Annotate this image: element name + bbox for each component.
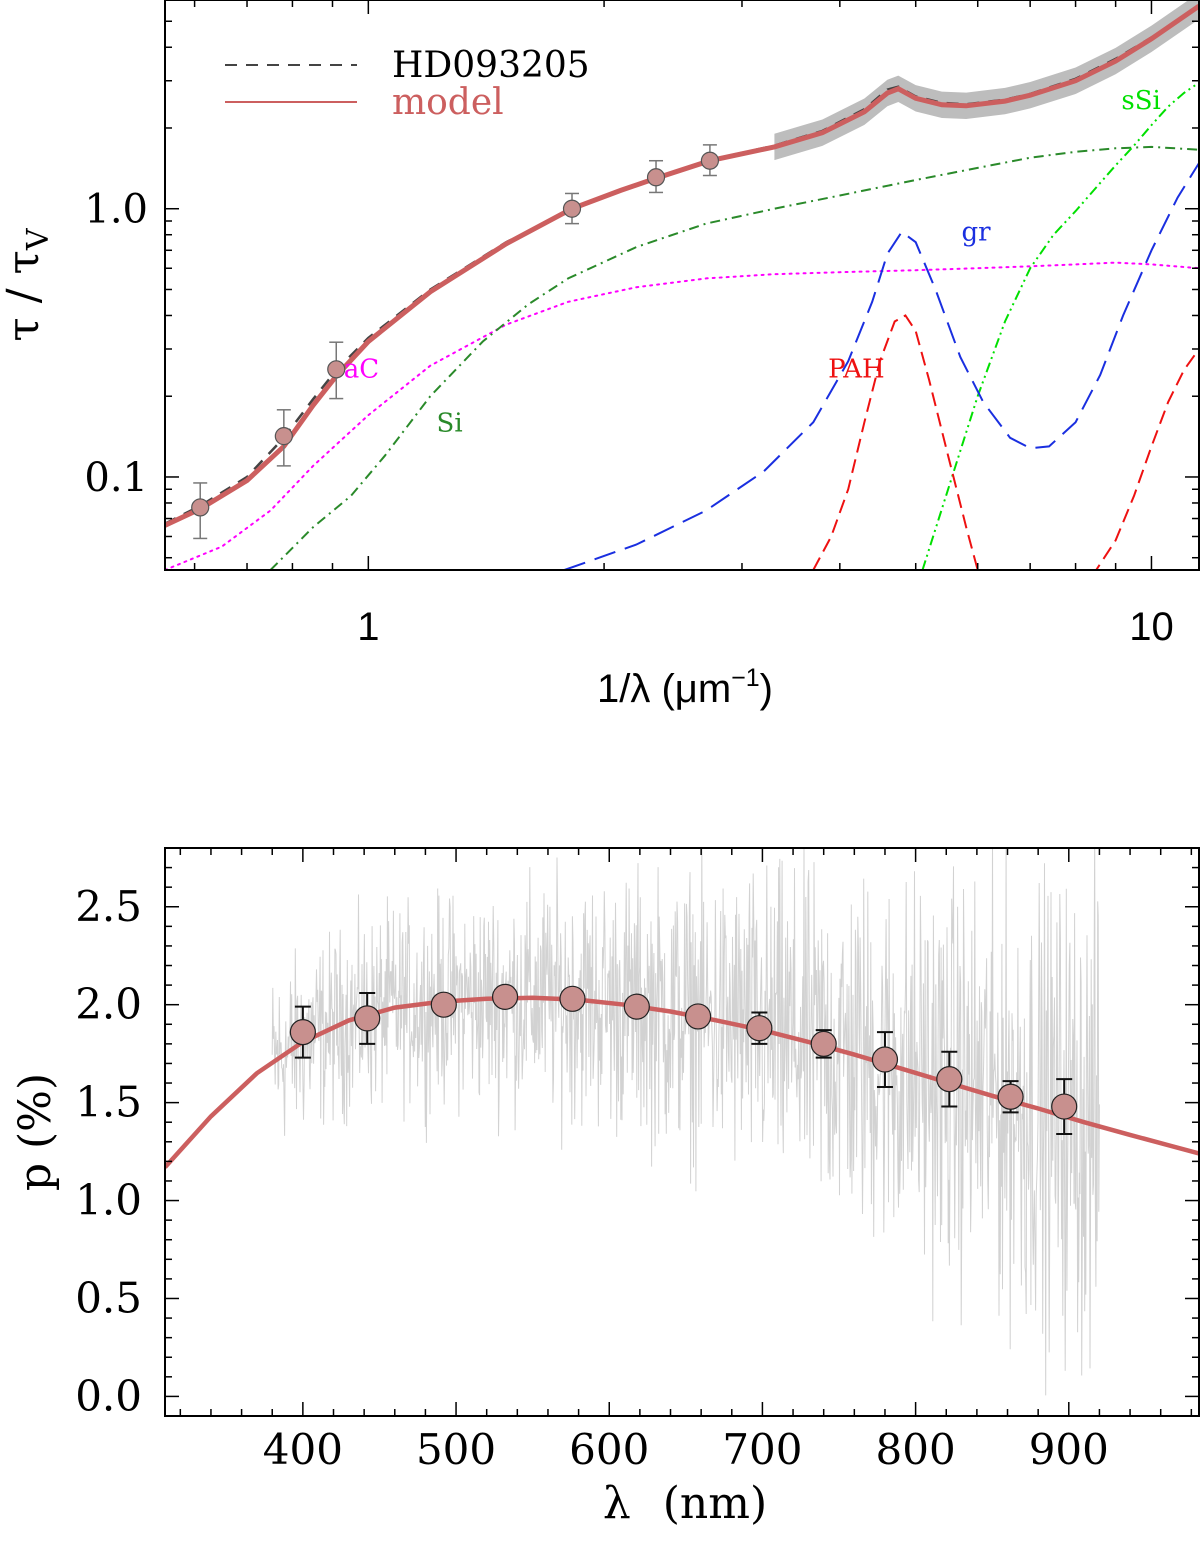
polarization-data-point (746, 1015, 773, 1042)
polarization-x-tick-labels: 400 500 600 700 800 900 (263, 1425, 1109, 1474)
polarization-plot-frame (164, 847, 1200, 1417)
extinction-chart: 1 10 0.1 1.0 aC Si PAH gr sSi HD093205 model 1… (0, 0, 1200, 711)
polarization-data-point (871, 1046, 899, 1073)
extinction-plot-frame (164, 0, 1200, 571)
polarization-data-point (289, 1019, 316, 1046)
x-tick-label: 10 (1129, 605, 1174, 649)
y-tick-label: 2.5 (75, 882, 142, 931)
extinction-data-point (562, 199, 582, 218)
extinction-x-axis-label: 1/λ (μm−1) (597, 664, 773, 711)
series-si-line (269, 145, 1200, 570)
uv-uncertainty-band (774, 0, 1199, 161)
chart-legend: HD093205 model (225, 45, 590, 123)
y-tick-label: 2.0 (75, 980, 142, 1029)
component-label-gr: gr (961, 218, 991, 248)
y-tick-label: 0.0 (75, 1371, 142, 1420)
extinction-y-tick-labels: 0.1 1.0 (84, 187, 148, 501)
polarization-y-axis-label: p (%) (10, 1073, 61, 1191)
x-tick-label: 1 (357, 605, 379, 649)
extinction-data-point (274, 427, 293, 446)
component-label-ac: aC (344, 354, 379, 384)
extinction-data-point (646, 168, 666, 187)
polarization-data-point (936, 1066, 963, 1093)
polarization-data-point (430, 991, 457, 1018)
polarization-plot-area (165, 848, 1199, 1396)
series-ssi-line (921, 81, 1200, 570)
polarization-data-point (810, 1030, 837, 1057)
y-tick-label: 1.0 (75, 1176, 142, 1225)
y-tick-label: 1.5 (75, 1078, 142, 1127)
extinction-x-axis-label-close: ) (760, 667, 773, 711)
extinction-axis-ticks (165, 0, 1199, 570)
series-ac-line (165, 261, 1200, 570)
extinction-y-axis-label-main: τ / τ (0, 250, 49, 341)
legend-model-label: model (392, 82, 504, 123)
x-tick-label: 600 (569, 1425, 649, 1474)
extinction-x-tick-labels: 1 10 (357, 605, 1174, 649)
extinction-data-point (191, 498, 210, 517)
component-label-pah: PAH (828, 354, 885, 384)
polarization-y-tick-labels: 0.0 0.5 1.0 1.5 2.0 2.5 (75, 882, 142, 1421)
polarization-data-point (684, 1003, 712, 1030)
x-tick-label: 900 (1029, 1425, 1109, 1474)
polarization-data-point (997, 1083, 1024, 1110)
x-tick-label: 400 (263, 1425, 343, 1474)
polarization-data-point (559, 985, 586, 1012)
x-tick-label: 500 (416, 1425, 496, 1474)
polarization-data-point (491, 983, 519, 1010)
series-pah-line (812, 314, 1200, 570)
extinction-y-axis-label-sub: V (21, 227, 56, 251)
extinction-data-point (700, 151, 720, 170)
polarization-data-point (1051, 1093, 1078, 1120)
x-tick-label: 700 (722, 1425, 802, 1474)
series-model-line (165, 3, 1200, 528)
component-label-ssi: sSi (1121, 86, 1160, 116)
polarization-data-point (623, 993, 650, 1020)
polarization-x-axis-label: λ (nm) (603, 1478, 767, 1529)
observed-spectrum-line (271, 848, 1100, 1396)
y-tick-label: 0.5 (75, 1273, 142, 1322)
extinction-x-axis-label-main: 1/λ (μm (597, 667, 731, 711)
extinction-y-axis-label: τ / τV (0, 227, 56, 341)
polarization-chart: 400 500 600 700 800 900 0.0 0.5 1.0 1.5 2.0 2.5 λ (… (10, 847, 1200, 1529)
polarization-data-point (354, 1005, 381, 1032)
polarization-x-axis-label-unit: (nm) (663, 1478, 767, 1529)
polarization-axis-ticks (165, 847, 1199, 1417)
component-labels: aC Si PAH gr sSi (344, 86, 1161, 438)
extinction-plot-area (165, 0, 1200, 570)
polarization-x-axis-label-main: λ (603, 1478, 631, 1529)
extinction-x-axis-label-sup: −1 (731, 664, 760, 692)
component-label-si: Si (437, 408, 463, 438)
x-tick-label: 800 (876, 1425, 956, 1474)
y-tick-label: 0.1 (84, 455, 148, 501)
y-tick-label: 1.0 (84, 187, 148, 233)
series-gr-line (564, 162, 1200, 570)
legend-observed-label: HD093205 (392, 45, 590, 86)
extinction-data-point (327, 360, 346, 379)
